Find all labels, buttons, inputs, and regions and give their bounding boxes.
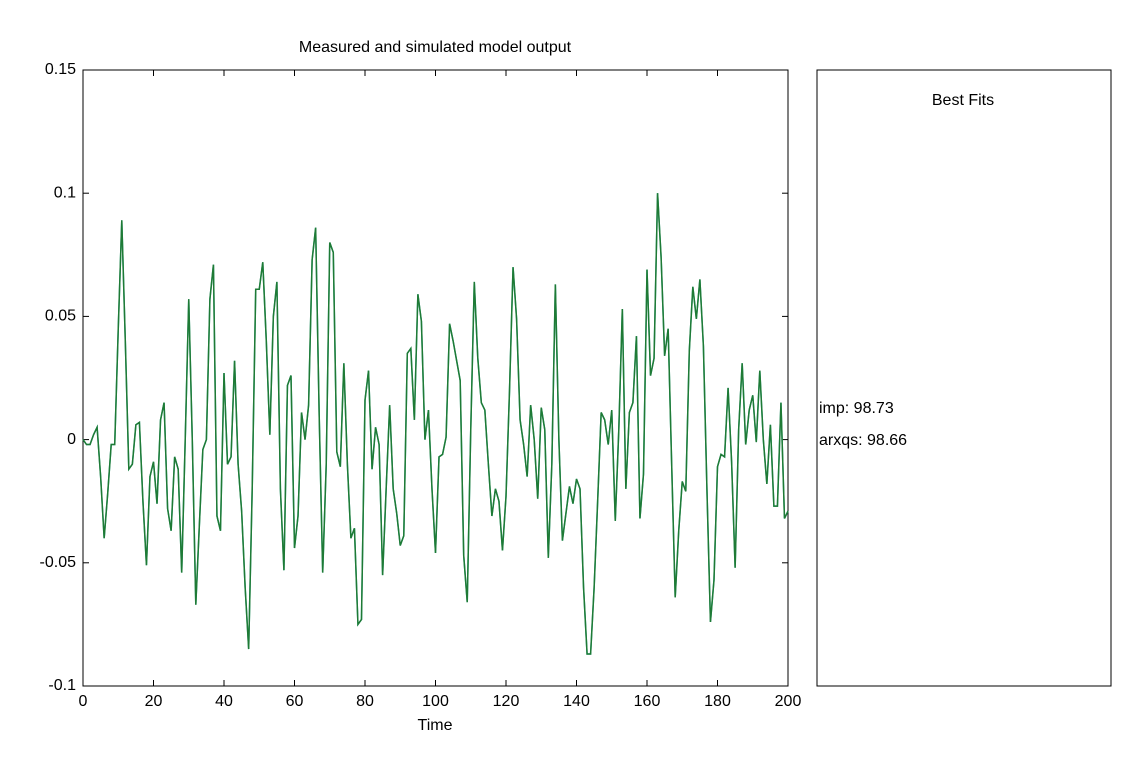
legend-panel xyxy=(816,69,1112,687)
x-tick-label: 200 xyxy=(775,693,802,710)
x-axis-label: Time xyxy=(418,717,453,734)
y-tick-label: -0.05 xyxy=(40,554,77,571)
x-tick-label: 160 xyxy=(634,693,661,710)
plot-frame xyxy=(82,69,789,687)
x-tick-label: 120 xyxy=(493,693,520,710)
x-tick-label: 140 xyxy=(563,693,590,710)
series-line xyxy=(82,193,789,655)
x-tick-label: 0 xyxy=(79,693,88,710)
legend-title: Best Fits xyxy=(932,92,994,109)
y-tick-label: 0.15 xyxy=(45,61,76,78)
x-tick-label: 80 xyxy=(356,693,374,710)
x-tick-label: 180 xyxy=(704,693,731,710)
legend-entry: imp: 98.73 xyxy=(819,400,894,417)
x-tick-label: 60 xyxy=(286,693,304,710)
y-tick-label: -0.1 xyxy=(48,677,76,694)
x-tick-label: 20 xyxy=(145,693,163,710)
series-line xyxy=(82,193,789,655)
x-tick-label: 100 xyxy=(422,693,449,710)
y-tick-label: 0 xyxy=(67,431,76,448)
y-tick-label: 0.05 xyxy=(45,308,76,325)
y-tick-label: 0.1 xyxy=(54,184,76,201)
legend-entry: arxqs: 98.66 xyxy=(819,432,907,449)
x-tick-label: 40 xyxy=(215,693,233,710)
chart-title: Measured and simulated model output xyxy=(299,39,572,56)
